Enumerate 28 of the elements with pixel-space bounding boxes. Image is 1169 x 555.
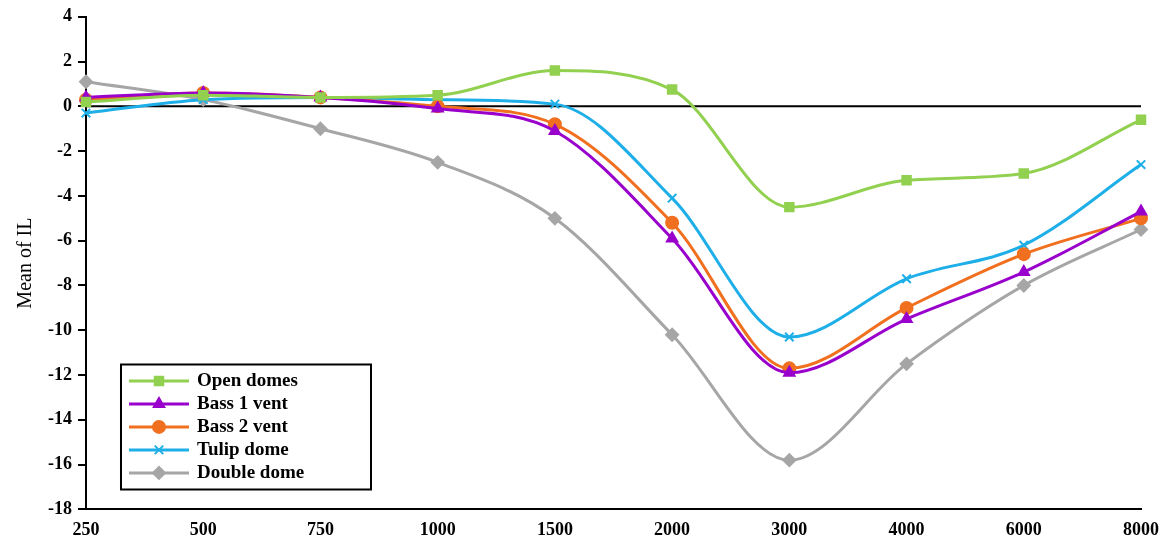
y-tick-label: -8 bbox=[56, 274, 72, 295]
y-tick-label: -10 bbox=[47, 318, 72, 339]
x-tick-label: 500 bbox=[189, 518, 217, 539]
y-tick-label: -2 bbox=[56, 139, 72, 160]
x-tick-label: 6000 bbox=[1005, 518, 1042, 539]
legend-label: Double dome bbox=[196, 460, 305, 482]
x-tick-label: 1000 bbox=[419, 518, 456, 539]
y-tick-label: -4 bbox=[56, 184, 72, 205]
y-tick-label: -6 bbox=[56, 229, 72, 250]
x-tick-label: 1500 bbox=[536, 518, 573, 539]
x-tick-label: 8000 bbox=[1123, 518, 1159, 539]
legend-label: Bass 2 vent bbox=[196, 414, 289, 436]
legend-label: Bass 1 vent bbox=[196, 391, 289, 413]
x-tick-label: 750 bbox=[306, 518, 334, 539]
x-tick-label: 4000 bbox=[888, 518, 925, 539]
y-tick-label: -18 bbox=[47, 498, 72, 519]
x-tick-label: 3000 bbox=[771, 518, 808, 539]
legend-label: Tulip dome bbox=[196, 437, 289, 459]
y-tick-label: 0 bbox=[62, 95, 72, 116]
y-tick-label: 4 bbox=[62, 5, 72, 26]
y-tick-label: 2 bbox=[62, 50, 72, 71]
x-tick-label: 250 bbox=[72, 518, 100, 539]
y-tick-label: -14 bbox=[47, 408, 72, 429]
y-axis-title: Mean of IL bbox=[13, 217, 36, 309]
x-tick-label: 2000 bbox=[654, 518, 691, 539]
y-tick-label: -12 bbox=[47, 363, 72, 384]
legend-label: Open domes bbox=[196, 368, 298, 390]
y-tick-label: -16 bbox=[47, 453, 72, 474]
